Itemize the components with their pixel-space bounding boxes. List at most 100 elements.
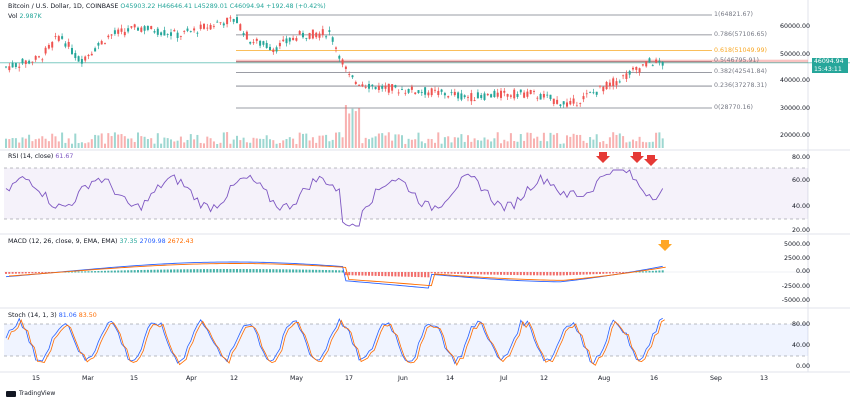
time-tick-label: Aug	[598, 375, 611, 382]
volume-bar	[18, 142, 21, 148]
macd-histogram-bar	[500, 272, 502, 275]
candle-body	[335, 47, 337, 49]
candle-body	[351, 75, 354, 78]
macd-histogram-bar	[67, 271, 70, 273]
macd-histogram-bar	[585, 272, 588, 275]
candle-body	[447, 96, 450, 98]
macd-histogram-bar	[245, 269, 248, 273]
volume-bar	[120, 134, 123, 148]
stoch-label: Stoch (14, 1, 3)	[8, 312, 57, 319]
candle-body	[450, 92, 453, 94]
macd-histogram-bar	[361, 272, 364, 276]
macd-histogram-bar	[503, 272, 506, 275]
stoch-d-value: 83.50	[78, 312, 97, 319]
candle-body	[463, 95, 466, 98]
time-tick-label: May	[290, 375, 304, 382]
volume-bar	[11, 138, 14, 148]
bar-countdown: 15:43:11	[814, 65, 842, 73]
macd-histogram-bar	[493, 272, 496, 275]
volume-bar	[216, 143, 219, 148]
stoch-d-line	[7, 319, 665, 366]
candle-body	[272, 49, 275, 53]
candle-body	[47, 45, 50, 49]
macd-histogram-bar	[163, 269, 166, 273]
volume-bar	[344, 104, 347, 148]
macd-histogram-bar	[437, 272, 440, 274]
volume-bar	[628, 141, 631, 148]
candle-body	[559, 104, 562, 106]
macd-histogram-bar	[113, 270, 116, 273]
macd-histogram-bar	[18, 272, 21, 274]
fib-level-label: 0(28770.16)	[714, 103, 753, 111]
macd-histogram-bar	[608, 272, 611, 274]
candle-body	[417, 90, 420, 94]
axis-tick-label: 80.00	[791, 321, 810, 328]
volume-bar	[605, 143, 608, 148]
macd-histogram-bar	[140, 269, 143, 273]
volume-bar	[57, 141, 60, 148]
macd-histogram-bar	[523, 272, 526, 276]
macd-histogram-bar	[189, 269, 192, 273]
volume-bar	[513, 141, 516, 148]
candle-body	[318, 33, 321, 38]
macd-histogram-bar	[496, 272, 499, 275]
volume-bar	[61, 132, 64, 148]
candle-body	[486, 93, 489, 96]
macd-histogram-bar	[193, 269, 196, 273]
macd-histogram-bar	[21, 272, 24, 274]
macd-histogram-bar	[186, 269, 189, 273]
volume-bar	[569, 136, 572, 148]
candle-body	[38, 56, 40, 58]
volume-bar	[397, 134, 400, 148]
macd-histogram-bar	[579, 272, 582, 275]
volume-bar	[595, 134, 598, 148]
stoch-legend[interactable]: Stoch (14, 1, 3) 81.06 83.50	[8, 312, 97, 319]
macd-histogram-bar	[615, 272, 618, 274]
volume-bar	[473, 138, 476, 148]
macd-legend[interactable]: MACD (12, 26, close, 9, EMA, EMA) 37.35 …	[8, 238, 194, 245]
volume-bar	[470, 141, 473, 148]
axis-tick-label: 40.00	[791, 203, 810, 210]
macd-histogram-bar	[288, 269, 291, 273]
candle-body	[579, 103, 582, 104]
tradingview-branding[interactable]: TradingView	[6, 390, 55, 397]
macd-histogram-bar	[74, 271, 77, 273]
macd-histogram-bar	[354, 272, 357, 276]
candle-body	[295, 38, 298, 41]
volume-bar	[638, 136, 641, 148]
rsi-legend[interactable]: RSI (14, close) 61.67	[8, 153, 73, 160]
candle-body	[31, 61, 34, 63]
volume-bar	[493, 138, 496, 148]
macd-histogram-bar	[236, 269, 238, 273]
macd-histogram-bar	[483, 272, 486, 275]
volume-bar	[255, 138, 258, 148]
volume-bar	[424, 143, 427, 148]
candle-body	[199, 24, 202, 29]
candle-body	[476, 92, 479, 99]
candle-body	[562, 101, 565, 105]
macd-histogram-bar	[450, 272, 453, 274]
candle-body	[166, 34, 169, 35]
volume-bar	[41, 136, 44, 148]
current-price-line	[0, 62, 850, 64]
volume-bar	[196, 134, 199, 148]
volume-bar	[490, 141, 493, 148]
volume-bar	[54, 136, 57, 148]
volume-bar	[503, 139, 506, 148]
macd-histogram-bar	[166, 269, 169, 273]
candle-body	[285, 38, 288, 44]
volume-bar	[592, 139, 595, 148]
macd-histogram-bar	[602, 272, 605, 274]
macd-histogram-bar	[401, 272, 403, 277]
macd-histogram-bar	[467, 272, 469, 275]
volume-bar	[599, 142, 601, 148]
candle-body	[457, 92, 460, 99]
volume-bar	[575, 134, 578, 148]
candle-body	[602, 86, 605, 92]
volume-bar	[434, 142, 436, 148]
macd-histogram-bar	[31, 272, 34, 274]
volume-bar	[437, 132, 440, 148]
candle-body	[239, 24, 242, 31]
